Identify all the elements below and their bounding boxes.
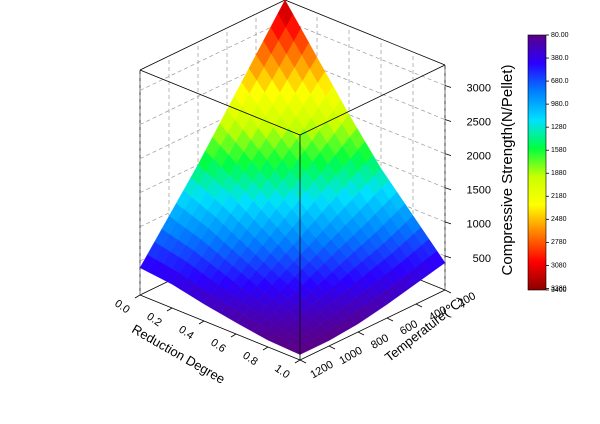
x-tick-label: 0.4 bbox=[176, 324, 195, 343]
y-tick bbox=[444, 289, 452, 294]
y-tick bbox=[357, 331, 365, 336]
colorbar-tick-label: 980.0 bbox=[551, 101, 569, 108]
colorbar-tick-label: 3080 bbox=[551, 262, 567, 269]
grid-line bbox=[139, 20, 286, 91]
x-tick bbox=[262, 346, 269, 351]
colorbar-tick-label: 2480 bbox=[551, 216, 567, 223]
z-tick bbox=[444, 85, 452, 88]
colorbar-tick-label: 1880 bbox=[551, 170, 567, 177]
y-tick-label: 1200 bbox=[308, 359, 335, 382]
colorbar-tick-label: 3400 bbox=[551, 287, 567, 294]
z-tick-label: 3000 bbox=[467, 82, 491, 94]
z-tick bbox=[444, 255, 452, 259]
colorbar-tick-label: 680.0 bbox=[551, 78, 569, 85]
colorbar-tick-label: 380.0 bbox=[551, 55, 569, 62]
colorbar-tick-label: 2180 bbox=[551, 193, 567, 200]
box-edge bbox=[299, 289, 446, 361]
colorbar-tick-label: 1580 bbox=[551, 147, 567, 154]
y-tick bbox=[415, 303, 423, 308]
x-tick bbox=[230, 333, 237, 338]
z-tick-label: 1000 bbox=[467, 219, 491, 231]
colorbar-tick-label: 80.00 bbox=[551, 32, 569, 39]
z-tick bbox=[444, 221, 452, 225]
colorbar-bar bbox=[527, 34, 547, 291]
y-tick-label: 1000 bbox=[337, 345, 364, 368]
y-tick bbox=[386, 317, 394, 322]
x-tick-label: 0.0 bbox=[112, 298, 131, 317]
z-tick-label: 2000 bbox=[467, 151, 491, 163]
colorbar: 80.00 380.0 680.0 980.0 1280 1580 1880 2180 2480… bbox=[527, 32, 569, 294]
box-edge bbox=[139, 69, 301, 136]
y-tick bbox=[299, 359, 307, 364]
box-edge bbox=[139, 294, 301, 361]
colorbar-tick-label: 3380 bbox=[551, 285, 567, 292]
x-tick-label: 0.8 bbox=[240, 350, 259, 369]
x-tick bbox=[294, 359, 301, 364]
z-tick bbox=[444, 119, 452, 122]
z-tick-label: 1500 bbox=[467, 185, 491, 197]
x-tick bbox=[134, 294, 141, 299]
x-tick-label: 1.0 bbox=[272, 363, 291, 382]
z-tick bbox=[444, 187, 452, 191]
z-axis-title: Compressive Strength(N/Pellet) bbox=[499, 65, 516, 276]
x-tick bbox=[166, 307, 173, 312]
grid-line bbox=[284, 20, 446, 86]
z-tick bbox=[444, 153, 452, 157]
x-tick-label: 0.6 bbox=[208, 337, 227, 356]
box-edge bbox=[299, 64, 446, 136]
colorbar-tick-label: 2780 bbox=[551, 239, 567, 246]
y-tick bbox=[328, 345, 336, 350]
y-axis-title: Temperature(℃) bbox=[382, 294, 467, 365]
colorbar-tick-label: 1280 bbox=[551, 124, 567, 131]
z-tick-label: 2500 bbox=[467, 116, 491, 128]
box-edge bbox=[139, 0, 286, 71]
z-tick-label: 500 bbox=[473, 253, 491, 265]
x-tick bbox=[198, 320, 205, 325]
box-edge bbox=[284, 0, 446, 66]
surface bbox=[139, 0, 446, 355]
